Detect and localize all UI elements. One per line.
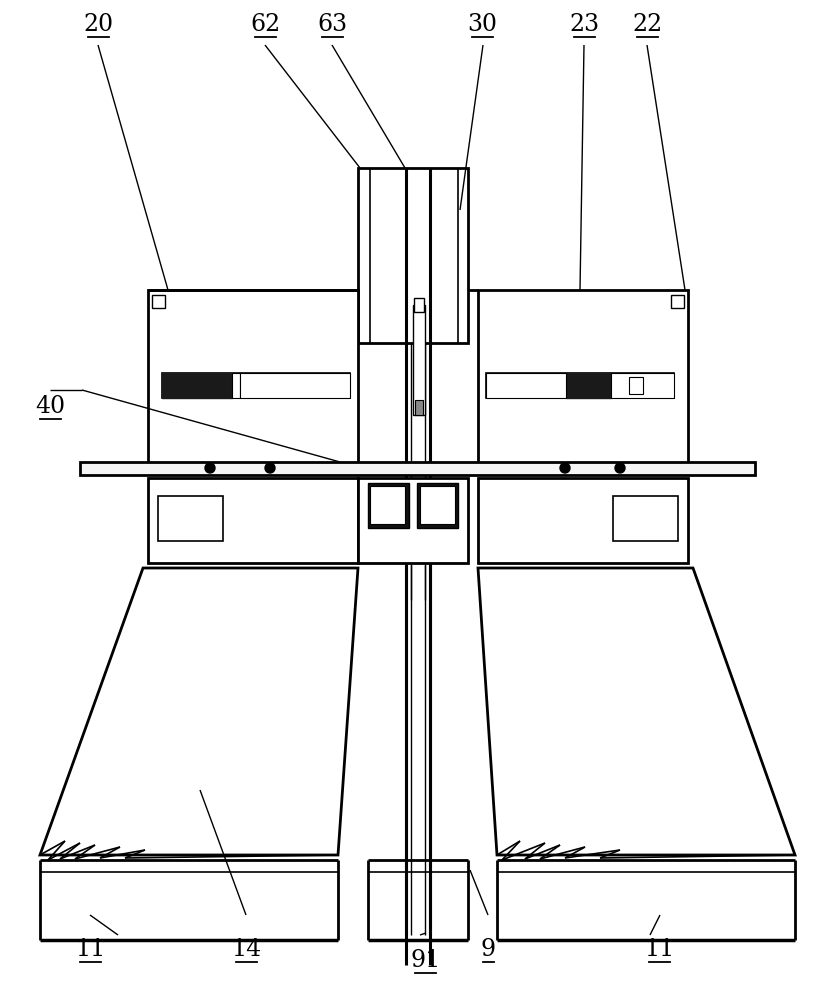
Bar [613, 496, 678, 541]
Bar [358, 478, 468, 563]
Text: 14: 14 [231, 938, 261, 961]
Bar [415, 400, 423, 415]
Bar [158, 496, 223, 541]
Text: 22: 22 [632, 13, 662, 36]
Text: 20: 20 [84, 13, 114, 36]
Polygon shape [40, 568, 358, 855]
Text: 11: 11 [645, 938, 675, 961]
Bar [414, 298, 424, 312]
Bar [148, 478, 358, 563]
Bar [486, 373, 674, 398]
Text: 63: 63 [317, 13, 347, 36]
Text: 91: 91 [411, 949, 441, 972]
Circle shape [265, 463, 275, 473]
Text: 62: 62 [250, 13, 281, 36]
Bar [152, 295, 165, 308]
Bar [232, 373, 240, 398]
Text: 40: 40 [35, 395, 65, 418]
Bar [368, 483, 409, 528]
Bar [629, 377, 643, 394]
Bar [413, 305, 425, 415]
Bar [671, 295, 684, 308]
Bar [162, 373, 350, 398]
Bar [358, 168, 468, 343]
Polygon shape [478, 568, 795, 855]
Bar [80, 462, 755, 475]
Bar [148, 290, 358, 465]
Bar [417, 483, 458, 528]
Text: 9: 9 [481, 938, 496, 961]
Bar [611, 373, 674, 398]
Bar [370, 486, 405, 524]
Circle shape [205, 463, 215, 473]
Bar [240, 373, 350, 398]
Bar [478, 290, 688, 465]
Bar [478, 478, 688, 563]
Bar [486, 373, 566, 398]
Text: 11: 11 [75, 938, 105, 961]
Text: 30: 30 [468, 13, 498, 36]
Circle shape [560, 463, 570, 473]
Circle shape [615, 463, 625, 473]
Bar [162, 373, 232, 398]
Text: 23: 23 [569, 13, 600, 36]
Bar [566, 373, 611, 398]
Bar [420, 486, 455, 524]
